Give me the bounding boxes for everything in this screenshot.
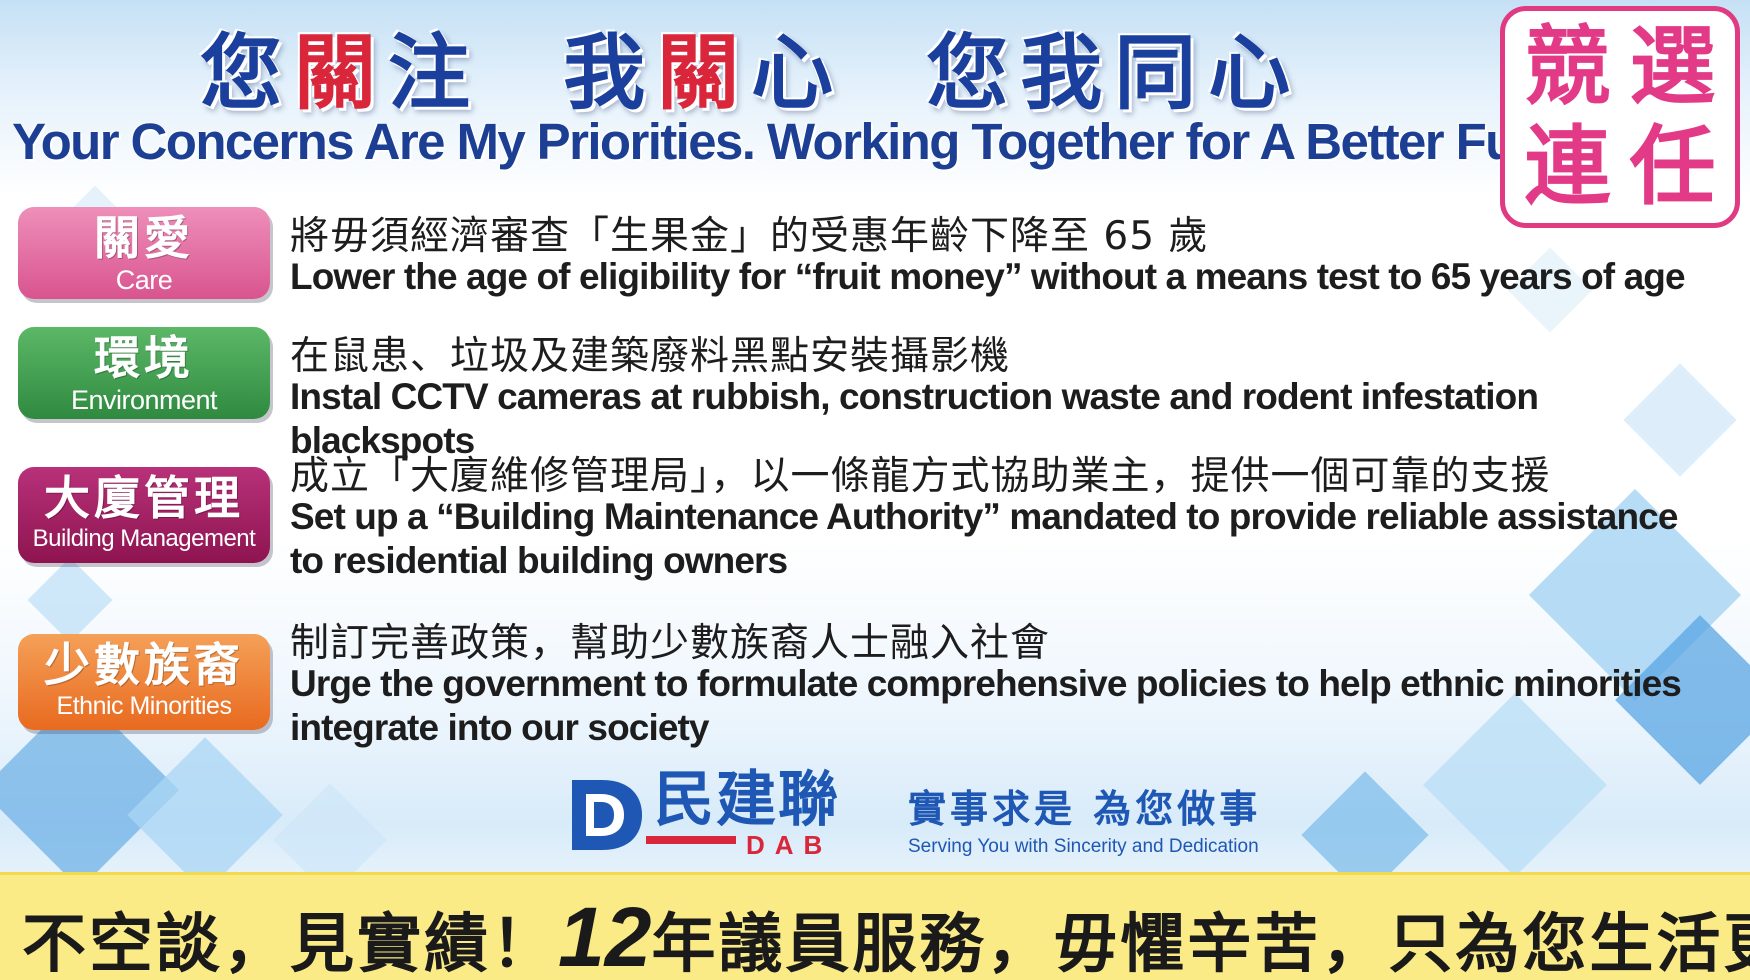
dab-logo-icon	[572, 780, 642, 850]
party-slogan-en: Serving You with Sincerity and Dedicatio…	[908, 836, 1259, 857]
stamp-char: 連	[1524, 117, 1611, 217]
badge-label-en: Environment	[70, 385, 218, 415]
banner-text-part: 年議員服務，毋懼辛苦，只為您生活更安定！	[651, 908, 1750, 980]
title-char-highlight: 關	[657, 26, 752, 121]
badge-label-zh: 大廈管理	[44, 471, 244, 525]
badge-label-zh: 關愛	[94, 211, 194, 265]
badge-environment: 環境 Environment	[18, 327, 270, 419]
badge-label-zh: 環境	[94, 331, 194, 385]
badge-label-en: Building Management	[32, 525, 256, 552]
badge-label-en: Ethnic Minorities	[56, 692, 232, 720]
banner-years-number: 12	[558, 890, 652, 980]
title-chinese: 您關注 我關心 您我同心	[200, 6, 1350, 125]
logo-red-bar	[646, 836, 736, 844]
banner-text-part: 不空談，見實績！	[22, 908, 558, 980]
stamp-char: 競	[1524, 17, 1611, 117]
party-name-en: DAB	[746, 830, 833, 860]
item-text-en: Set up a “Building Maintenance Authority…	[290, 496, 1678, 581]
platform-item-environment: 環境 Environment 在鼠患、垃圾及建築廢料黑點安裝攝影機 Instal…	[0, 325, 1750, 461]
banner-text: 不空談，見實績！12年議員服務，毋懼辛苦，只為您生活更安定！	[22, 889, 1750, 980]
badge-care: 關愛 Care	[18, 207, 270, 299]
party-name-zh: 民建聯	[654, 765, 840, 835]
badge-building-management: 大廈管理 Building Management	[18, 467, 270, 563]
title-chars: 注 我	[388, 26, 658, 121]
platform-item-ethnic-minorities: 少數族裔 Ethnic Minorities 制訂完善政策，幫助少數族裔人士融入…	[0, 612, 1750, 762]
item-text-zh: 成立「大廈維修管理局」，以一條龍方式協助業主，提供一個可靠的支援	[290, 454, 1551, 499]
platform-item-building-management: 大廈管理 Building Management 成立「大廈維修管理局」，以一條…	[0, 445, 1750, 595]
title-char: 您	[200, 26, 295, 121]
badge-ethnic-minorities: 少數族裔 Ethnic Minorities	[18, 634, 270, 730]
stamp-char: 任	[1629, 117, 1716, 217]
re-election-stamp: 競 選 連 任	[1500, 6, 1740, 228]
item-text-zh: 制訂完善政策，幫助少數族裔人士融入社會	[290, 621, 1051, 666]
title-english: Your Concerns Are My Priorities. Working…	[12, 113, 1619, 170]
header: 您關注 我關心 您我同心 Your Concerns Are My Priori…	[0, 0, 1619, 185]
item-text-zh: 在鼠患、垃圾及建築廢料黑點安裝攝影機	[290, 334, 1011, 379]
platform-item-care: 關愛 Care 將毋須經濟審查「生果金」的受惠年齡下降至 65 歲 Lower …	[0, 205, 1750, 315]
stamp-char: 選	[1629, 17, 1716, 117]
bottom-banner: 不空談，見實績！12年議員服務，毋懼辛苦，只為您生活更安定！	[0, 872, 1750, 980]
item-text-en: Lower the age of eligibility for “fruit …	[290, 256, 1686, 297]
title-chars: 心 您我同心	[751, 26, 1303, 121]
party-logo-block: 民建聯 DAB 實事求是 為您做事 Serving You with Since…	[568, 770, 1288, 870]
badge-label-zh: 少數族裔	[44, 638, 244, 692]
party-slogan-zh: 實事求是 為您做事	[908, 787, 1262, 831]
title-char-highlight: 關	[294, 26, 389, 121]
item-text-zh: 將毋須經濟審查「生果金」的受惠年齡下降至 65 歲	[290, 214, 1209, 259]
badge-label-en: Care	[115, 265, 173, 295]
item-text-en: Instal CCTV cameras at rubbish, construc…	[290, 376, 1539, 461]
item-text-en: Urge the government to formulate compreh…	[290, 663, 1682, 748]
